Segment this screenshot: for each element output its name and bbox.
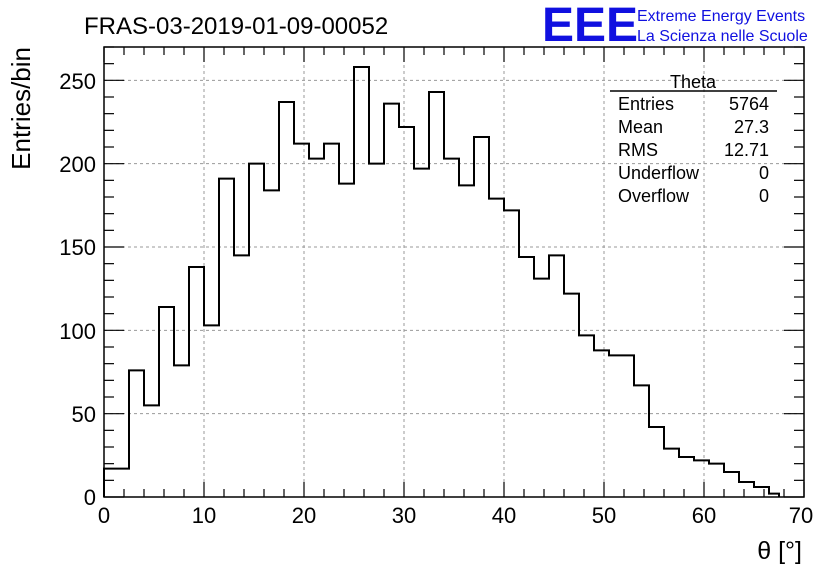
stats-label-entries: Entries bbox=[618, 94, 674, 114]
histogram-bar bbox=[754, 487, 769, 497]
axis-ticks bbox=[103, 46, 805, 498]
y-tick-label: 250 bbox=[59, 69, 96, 94]
y-tick-label: 50 bbox=[72, 402, 96, 427]
histogram-bar bbox=[264, 190, 279, 497]
histogram-bar bbox=[694, 460, 709, 497]
histogram-bar bbox=[549, 255, 564, 497]
histogram-bar bbox=[679, 457, 694, 497]
eee-logo-line1: Extreme Energy Events bbox=[637, 8, 805, 25]
stats-label-overflow: Overflow bbox=[618, 186, 690, 206]
stats-value-underflow: 0 bbox=[759, 163, 769, 183]
y-tick-label: 200 bbox=[59, 152, 96, 177]
x-tick-label: 60 bbox=[692, 503, 716, 528]
x-tick-label: 30 bbox=[392, 503, 416, 528]
histogram-bar bbox=[219, 179, 234, 497]
histogram-bar bbox=[429, 92, 444, 497]
y-tick-label: 0 bbox=[84, 485, 96, 510]
x-tick-label: 20 bbox=[292, 503, 316, 528]
histogram-bar bbox=[489, 199, 504, 497]
x-tick-label: 10 bbox=[192, 503, 216, 528]
histogram-bar bbox=[474, 137, 489, 497]
histogram-bars bbox=[104, 67, 779, 497]
histogram-bar bbox=[324, 144, 339, 497]
histogram-bar bbox=[634, 385, 649, 497]
eee-logo-mark: EEE bbox=[542, 0, 638, 52]
x-tick-label: 0 bbox=[98, 503, 110, 528]
histogram-bar bbox=[724, 472, 739, 497]
histogram-bar bbox=[594, 350, 609, 497]
histogram-bar bbox=[609, 355, 634, 497]
histogram-bar bbox=[144, 405, 159, 497]
histogram-bar bbox=[459, 185, 474, 497]
histogram-bar bbox=[564, 294, 579, 497]
y-axis-labels: 0 50 100 150 200 250 bbox=[59, 69, 96, 510]
y-tick-label: 150 bbox=[59, 235, 96, 260]
histogram-bar bbox=[414, 169, 429, 497]
stats-title: Theta bbox=[670, 72, 717, 92]
histogram-bar bbox=[649, 427, 664, 497]
histogram-bar bbox=[579, 335, 594, 497]
histogram-bar bbox=[504, 210, 519, 497]
stats-box: Theta Entries 5764 Mean 27.3 RMS 12.71 U… bbox=[610, 72, 777, 206]
histogram-bar bbox=[129, 370, 144, 497]
histogram-bar bbox=[354, 67, 369, 497]
histogram-bar bbox=[534, 279, 549, 497]
eee-logo-line2: La Scienza nelle Scuole bbox=[637, 28, 808, 45]
histogram-bar bbox=[399, 127, 414, 497]
histogram-bar bbox=[294, 144, 309, 497]
histogram-bar bbox=[174, 365, 189, 497]
stats-label-mean: Mean bbox=[618, 117, 663, 137]
plot-frame bbox=[103, 46, 805, 498]
x-tick-label: 50 bbox=[592, 503, 616, 528]
stats-value-overflow: 0 bbox=[759, 186, 769, 206]
stats-label-rms: RMS bbox=[618, 140, 658, 160]
y-axis-label: Entries/bin bbox=[6, 47, 36, 170]
histogram-bar bbox=[189, 267, 204, 497]
stats-value-mean: 27.3 bbox=[734, 117, 769, 137]
x-tick-label: 40 bbox=[492, 503, 516, 528]
chart-title: FRAS-03-2019-01-09-00052 bbox=[84, 13, 388, 40]
stats-value-entries: 5764 bbox=[729, 94, 769, 114]
histogram-bar bbox=[739, 482, 754, 497]
histogram-bar bbox=[444, 159, 459, 497]
stats-value-rms: 12.71 bbox=[724, 140, 769, 160]
histogram-bar bbox=[664, 449, 679, 497]
histogram-bar bbox=[309, 159, 324, 497]
histogram-bar bbox=[104, 469, 129, 497]
y-tick-label: 100 bbox=[59, 319, 96, 344]
stats-label-underflow: Underflow bbox=[618, 163, 700, 183]
histogram-bar bbox=[519, 257, 534, 497]
histogram-bar bbox=[339, 184, 354, 497]
histogram-bar bbox=[234, 255, 249, 497]
x-axis-label: θ [°] bbox=[757, 537, 802, 565]
x-tick-label: 70 bbox=[789, 503, 813, 528]
histogram-bar bbox=[384, 104, 399, 497]
grid-lines bbox=[104, 47, 804, 497]
histogram-outline bbox=[103, 66, 780, 497]
histogram-bar bbox=[709, 464, 724, 497]
eee-logo: EEE Extreme Energy Events La Scienza nel… bbox=[542, 0, 808, 52]
histogram-bar bbox=[204, 325, 219, 497]
histogram-bar bbox=[159, 307, 174, 497]
x-axis-labels: 0 10 20 30 40 50 60 70 bbox=[98, 503, 813, 528]
histogram-bar bbox=[279, 102, 294, 497]
